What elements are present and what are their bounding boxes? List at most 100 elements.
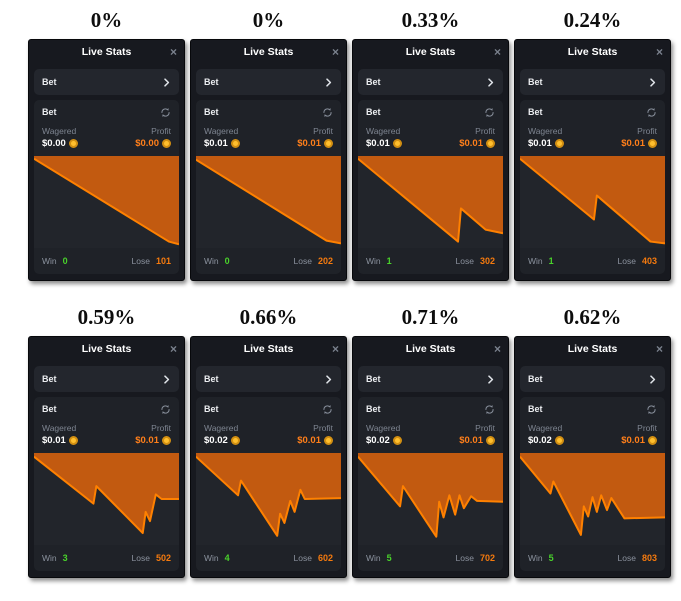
wagered-profit-row: Wagered $0.02 Profit $0.01 bbox=[358, 421, 503, 453]
lose-count: 702 bbox=[479, 553, 495, 563]
win-rate-label: 0% bbox=[90, 8, 123, 32]
wagered-profit-row: Wagered $0.00 Profit $0.00 bbox=[34, 124, 179, 156]
profit-stat: Profit $0.01 bbox=[621, 124, 657, 156]
refresh-icon[interactable] bbox=[646, 107, 657, 118]
profit-area-chart bbox=[34, 156, 179, 248]
lose-count: 502 bbox=[155, 553, 171, 563]
bet-expand-row[interactable]: Bet bbox=[34, 366, 179, 392]
bet-expand-row[interactable]: Bet bbox=[520, 69, 665, 95]
bet-row-label: Bet bbox=[204, 77, 219, 87]
bet-stats-card: Bet Wagered $0.02 bbox=[358, 397, 503, 571]
bet-stats-card: Bet Wagered $0.02 bbox=[196, 397, 341, 571]
wagered-stat: Wagered $0.01 bbox=[528, 124, 564, 156]
win-rate-label: 0% bbox=[252, 8, 285, 32]
wagered-value: $0.01 bbox=[366, 138, 390, 149]
profit-label: Profit bbox=[637, 423, 657, 433]
wagered-label: Wagered bbox=[42, 423, 77, 433]
panel-body: Bet Bet Wagered bbox=[515, 362, 670, 577]
win-label: Win bbox=[204, 256, 219, 266]
profit-stat: Profit $0.01 bbox=[135, 421, 171, 453]
panel-header: Live Stats × bbox=[515, 40, 670, 65]
bet-expand-row[interactable]: Bet bbox=[358, 69, 503, 95]
lose-count: 602 bbox=[317, 553, 333, 563]
bet-section-header: Bet bbox=[520, 100, 665, 124]
top-panels-row: Live Stats × Bet Bet bbox=[28, 39, 681, 281]
wagered-profit-row: Wagered $0.01 Profit $0.01 bbox=[358, 124, 503, 156]
win-rate-label: 0.66% bbox=[239, 305, 298, 329]
wagered-profit-row: Wagered $0.01 Profit $0.01 bbox=[34, 421, 179, 453]
bet-section-label: Bet bbox=[366, 404, 381, 414]
profit-value: $0.01 bbox=[621, 138, 645, 149]
win-group: Win 0 bbox=[42, 256, 68, 266]
bet-row-label: Bet bbox=[528, 374, 543, 384]
coin-icon bbox=[648, 436, 657, 445]
lose-count: 101 bbox=[155, 256, 171, 266]
bet-section-label: Bet bbox=[42, 404, 57, 414]
lose-label: Lose bbox=[617, 553, 636, 563]
win-group: Win 0 bbox=[204, 256, 230, 266]
bet-expand-row[interactable]: Bet bbox=[196, 69, 341, 95]
bet-stats-card: Bet Wagered $0.00 bbox=[34, 100, 179, 274]
panel-header: Live Stats × bbox=[353, 337, 508, 362]
bet-section-label: Bet bbox=[204, 107, 219, 117]
bet-expand-row[interactable]: Bet bbox=[34, 69, 179, 95]
wagered-label: Wagered bbox=[42, 126, 77, 136]
coin-icon bbox=[162, 139, 171, 148]
close-icon[interactable]: × bbox=[655, 45, 663, 59]
lose-label: Lose bbox=[293, 553, 312, 563]
bet-row-label: Bet bbox=[42, 374, 57, 384]
win-label: Win bbox=[366, 256, 381, 266]
coin-icon bbox=[392, 436, 402, 445]
bet-section-label: Bet bbox=[528, 404, 543, 414]
refresh-icon[interactable] bbox=[484, 404, 495, 415]
win-label: Win bbox=[366, 553, 381, 563]
bet-section-label: Bet bbox=[204, 404, 219, 414]
bet-section-label: Bet bbox=[528, 107, 543, 117]
panel-title: Live Stats bbox=[243, 46, 294, 58]
wagered-stat: Wagered $0.00 bbox=[42, 124, 78, 156]
chevron-right-icon bbox=[488, 77, 494, 87]
profit-value: $0.01 bbox=[297, 435, 321, 446]
bet-section-header: Bet bbox=[196, 397, 341, 421]
close-icon[interactable]: × bbox=[655, 342, 663, 356]
bet-expand-row[interactable]: Bet bbox=[196, 366, 341, 392]
wagered-stat: Wagered $0.01 bbox=[42, 421, 78, 453]
win-group: Win 5 bbox=[528, 553, 554, 563]
win-rate-label: 0.59% bbox=[77, 305, 136, 329]
profit-value: $0.00 bbox=[135, 138, 159, 149]
close-icon[interactable]: × bbox=[493, 342, 501, 356]
close-icon[interactable]: × bbox=[331, 342, 339, 356]
bet-expand-row[interactable]: Bet bbox=[520, 366, 665, 392]
close-icon[interactable]: × bbox=[169, 342, 177, 356]
profit-label: Profit bbox=[475, 126, 495, 136]
win-count: 0 bbox=[62, 256, 68, 266]
close-icon[interactable]: × bbox=[331, 45, 339, 59]
profit-area-chart bbox=[34, 453, 179, 545]
profit-stat: Profit $0.01 bbox=[459, 124, 495, 156]
refresh-icon[interactable] bbox=[160, 404, 171, 415]
panel-header: Live Stats × bbox=[353, 40, 508, 65]
refresh-icon[interactable] bbox=[160, 107, 171, 118]
refresh-icon[interactable] bbox=[322, 107, 333, 118]
wagered-value: $0.01 bbox=[42, 435, 66, 446]
bet-expand-row[interactable]: Bet bbox=[358, 366, 503, 392]
profit-area-chart bbox=[358, 453, 503, 545]
win-count: 1 bbox=[386, 256, 392, 266]
close-icon[interactable]: × bbox=[493, 45, 501, 59]
coin-icon bbox=[486, 436, 495, 445]
win-label: Win bbox=[528, 553, 543, 563]
refresh-icon[interactable] bbox=[646, 404, 657, 415]
wagered-value: $0.02 bbox=[366, 435, 390, 446]
chevron-right-icon bbox=[326, 77, 332, 87]
close-icon[interactable]: × bbox=[169, 45, 177, 59]
bet-row-label: Bet bbox=[528, 77, 543, 87]
coin-icon bbox=[554, 436, 564, 445]
win-count: 4 bbox=[224, 553, 230, 563]
refresh-icon[interactable] bbox=[484, 107, 495, 118]
wagered-value: $0.01 bbox=[204, 138, 228, 149]
refresh-icon[interactable] bbox=[322, 404, 333, 415]
wagered-profit-row: Wagered $0.01 Profit $0.01 bbox=[520, 124, 665, 156]
win-label: Win bbox=[42, 256, 57, 266]
win-label: Win bbox=[204, 553, 219, 563]
win-group: Win 5 bbox=[366, 553, 392, 563]
